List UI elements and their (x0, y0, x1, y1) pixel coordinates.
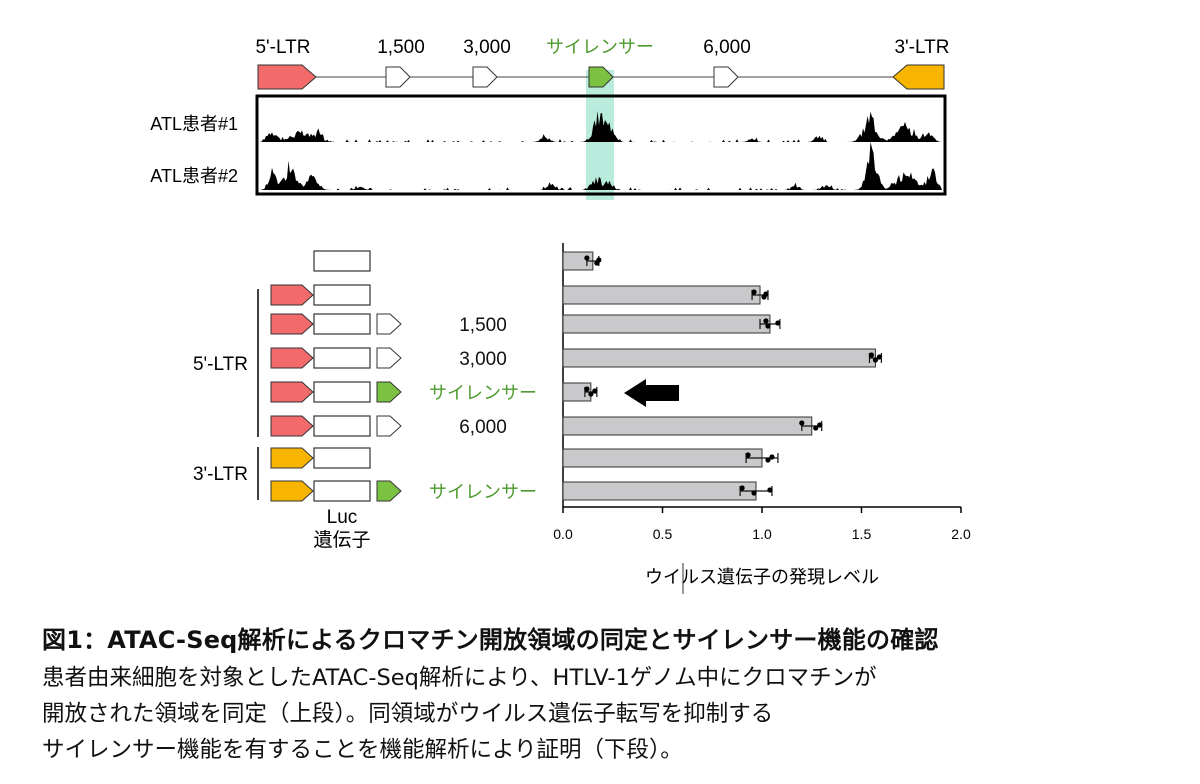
atac-signal-track-2 (260, 141, 942, 190)
silencer-fragment-arrow (376, 381, 402, 403)
data-point (596, 257, 602, 263)
map-label-silencer: サイレンサー (546, 37, 654, 57)
luc-gene-box (313, 447, 371, 469)
genome-map: 5'-LTR 1,500 3,000 サイレンサー 6,000 3'-LTR A… (150, 37, 950, 200)
promoter-5ltr-arrow (270, 284, 314, 306)
fragment-arrow (376, 347, 402, 369)
luc-gene-box (313, 415, 371, 437)
x-tick-label: 2.0 (951, 526, 971, 542)
reporter-constructs: 5'-LTR 3'-LTR Luc 遺伝子 1,500 3,000 サイレンサー 6,… (193, 250, 537, 551)
construct-row (270, 447, 371, 469)
data-point (739, 485, 745, 491)
x-tick-label: 0.5 (653, 526, 673, 542)
data-point (584, 386, 590, 392)
data-point (767, 487, 773, 493)
promoter-5ltr-arrow (270, 415, 314, 437)
expression-bar-chart: 0.0 0.5 1.0 1.5 2.0 ウイルス遺伝子の発現レベル (553, 243, 971, 594)
data-point (769, 454, 775, 460)
luc-gene-box (313, 313, 371, 335)
bar (562, 481, 757, 501)
fragment-arrow (376, 415, 402, 437)
construct-label: サイレンサー (429, 482, 537, 502)
luc-gene-box (313, 381, 371, 403)
data-point (813, 425, 819, 431)
promoter-5ltr-arrow (270, 381, 314, 403)
map-1500-arrow (385, 66, 411, 88)
data-point (876, 354, 883, 360)
caption-title: 図1：ATAC-Seq解析によるクロマチン開放領域の同定とサイレンサー機能の確認 (42, 626, 939, 654)
data-point (817, 422, 823, 428)
data-point (592, 388, 598, 394)
map-label-1500: 1,500 (377, 37, 425, 58)
construct-row (313, 250, 371, 272)
data-point (872, 357, 879, 363)
caption-line-2: 開放された領域を同定（上段）。同領域がウイルス遺伝子転写を抑制する (42, 701, 774, 727)
silencer-arrow-indicator (624, 379, 679, 407)
data-point (751, 289, 757, 295)
map-label-3000: 3,000 (463, 37, 511, 58)
construct-row: 6,000 (270, 415, 507, 438)
construct-label: 1,500 (459, 315, 507, 336)
construct-row: サイレンサー (270, 480, 537, 502)
caption-body: 患者由来細胞を対象としたATAC-Seq解析により、HTLV-1ゲノム中にクロマ… (42, 660, 1182, 768)
construct-row: サイレンサー (270, 381, 537, 403)
data-point (765, 323, 771, 329)
caption-line-1: 患者由来細胞を対象としたATAC-Seq解析により、HTLV-1ゲノム中にクロマ… (42, 665, 877, 691)
track-label-1: ATL患者#1 (150, 114, 238, 134)
x-axis-label: ウイルス遺伝子の発現レベル (645, 567, 879, 587)
map-3000-arrow (472, 66, 498, 88)
silencer-fragment-arrow (376, 480, 402, 502)
atac-track-frame (255, 94, 947, 196)
luc-gene-box (313, 250, 371, 272)
promoter-3ltr-arrow (270, 447, 314, 469)
construct-row: 3,000 (270, 347, 507, 370)
caption-line-3: サイレンサー機能を有することを機能解析により証明（下段）。 (42, 737, 683, 763)
track-label-2: ATL患者#2 (150, 166, 238, 186)
construct-row (270, 284, 371, 306)
data-point (588, 391, 594, 397)
x-tick-label: 0.0 (553, 526, 573, 542)
map-silencer-arrow (588, 66, 614, 88)
bar (562, 285, 761, 305)
map-label-6000: 6,000 (703, 37, 751, 58)
bar (562, 314, 771, 334)
luc-label-line1: Luc (327, 507, 358, 528)
atac-signal-track-1 (260, 110, 942, 142)
data-point (751, 490, 757, 496)
bar (562, 448, 763, 468)
data-point (763, 291, 769, 297)
construct-row: 1,500 (270, 313, 507, 336)
map-6000-arrow (713, 66, 739, 88)
luc-gene-box (313, 480, 371, 502)
data-point (799, 420, 805, 426)
bar (562, 348, 876, 368)
luc-gene-box (313, 347, 371, 369)
group-label-5ltr: 5'-LTR (193, 354, 248, 375)
bar (562, 416, 813, 436)
construct-label: 3,000 (459, 349, 507, 370)
x-tick-label: 1.5 (852, 526, 872, 542)
data-point (763, 318, 769, 324)
construct-label: 6,000 (459, 417, 507, 438)
figure-canvas: 5'-LTR 1,500 3,000 サイレンサー 6,000 3'-LTR A… (150, 37, 971, 594)
map-label-3ltr: 3'-LTR (894, 37, 949, 58)
luc-gene-box (313, 284, 371, 306)
promoter-5ltr-arrow (270, 347, 314, 369)
data-point (765, 457, 771, 463)
luc-label-line2: 遺伝子 (313, 529, 370, 551)
data-point (775, 320, 781, 326)
data-point (868, 352, 875, 358)
map-5ltr-arrow (257, 64, 317, 90)
data-point (745, 452, 751, 458)
construct-label: サイレンサー (429, 383, 537, 403)
data-point (584, 255, 590, 261)
map-3ltr-arrow (892, 64, 945, 90)
fragment-arrow (376, 313, 402, 335)
promoter-3ltr-arrow (270, 480, 314, 502)
group-label-3ltr: 3'-LTR (193, 464, 248, 485)
x-tick-label: 1.0 (752, 526, 772, 542)
map-label-5ltr: 5'-LTR (255, 37, 310, 58)
promoter-5ltr-arrow (270, 313, 314, 335)
